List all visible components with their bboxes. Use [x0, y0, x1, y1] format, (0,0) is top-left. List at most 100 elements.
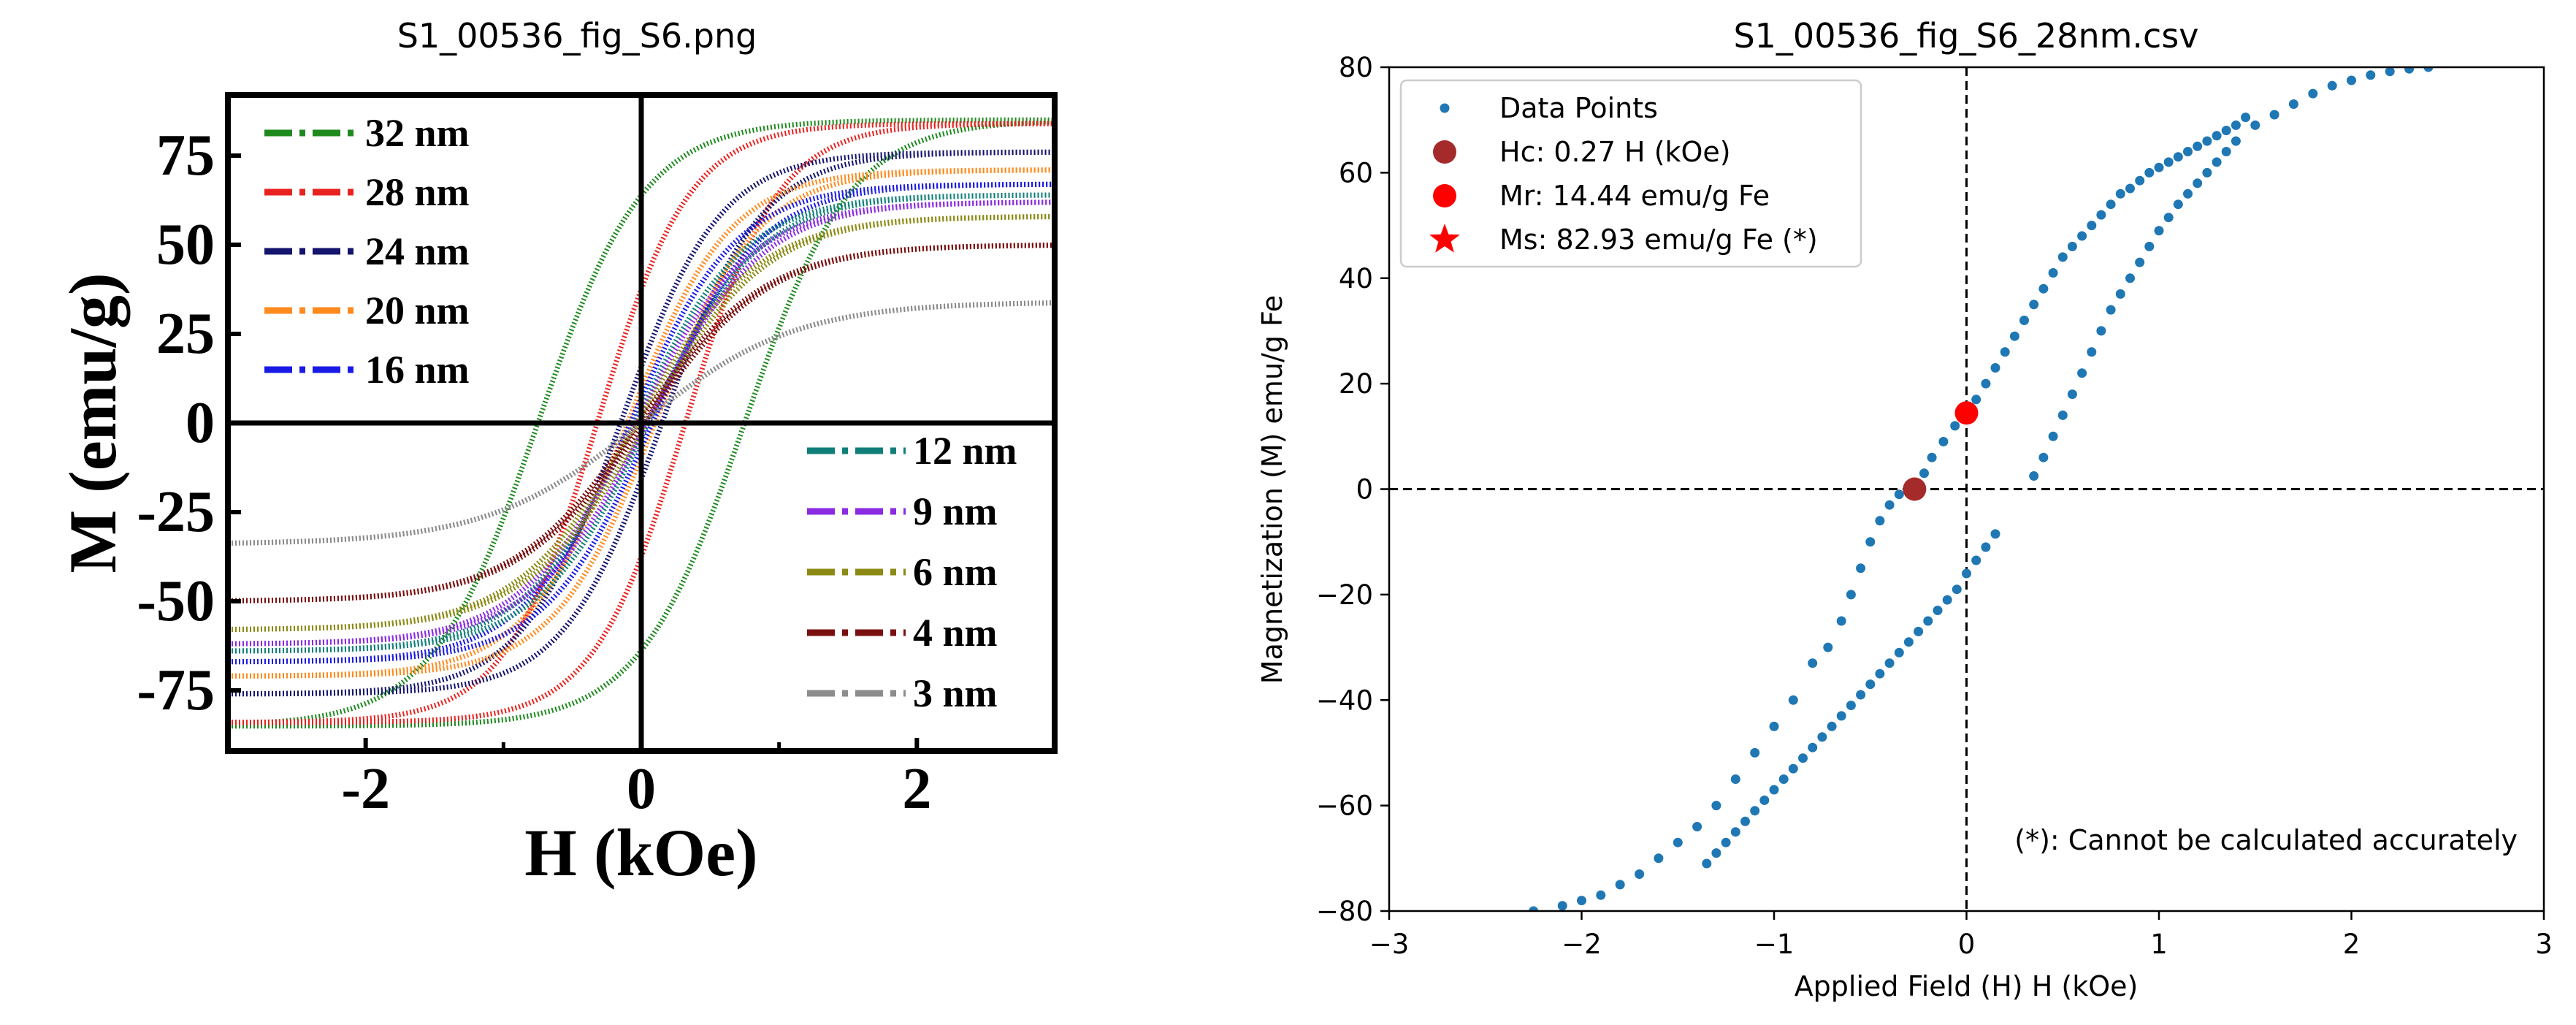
data-point	[2193, 178, 2203, 188]
right-legend-label: Data Points	[1499, 92, 1658, 124]
data-point	[1750, 806, 1760, 816]
right-y-axis-label: Magnetization (M) emu/g Fe	[1256, 295, 1288, 684]
data-point	[2269, 110, 2279, 120]
data-point	[2212, 157, 2222, 167]
left-series-upper-branch	[228, 117, 1055, 727]
left-legend-label: 24 nm	[365, 229, 470, 273]
data-point	[2183, 147, 2193, 156]
data-point	[2038, 452, 2049, 462]
left-y-axis-label: M (emu/g)	[56, 273, 130, 573]
data-point	[2231, 136, 2241, 146]
data-point	[2048, 431, 2058, 441]
right-y-tick-label: 40	[1339, 263, 1373, 294]
data-point	[1529, 906, 1539, 911]
data-point	[2135, 257, 2145, 267]
left-legend: 32 nm 28 nm 24 nm 20 nm 16 nm 12 nm 9 nm 6 nm 4 …	[264, 111, 1017, 715]
data-point	[1865, 537, 1876, 547]
data-point	[1788, 763, 1798, 774]
data-point	[1836, 711, 1846, 721]
data-point	[1938, 437, 1949, 446]
right-legend-marker-star	[1429, 224, 1460, 253]
left-y-tick-label: 0	[186, 391, 215, 455]
data-point	[1711, 848, 1721, 858]
data-point	[2202, 167, 2212, 178]
data-point	[2106, 305, 2116, 315]
data-point	[2000, 347, 2010, 357]
data-point	[1673, 837, 1683, 847]
data-point	[2019, 316, 2029, 325]
data-point	[2250, 120, 2260, 130]
data-point	[1778, 774, 1789, 784]
data-point	[1971, 555, 1981, 565]
right-zero-guides	[1389, 67, 2544, 911]
data-point	[2183, 188, 2193, 199]
right-legend-label: Hc: 0.27 H (kOe)	[1499, 136, 1731, 168]
data-point	[1730, 827, 1740, 837]
right-x-tick-label: −1	[1754, 929, 1795, 960]
data-point	[2154, 162, 2164, 172]
data-point	[2241, 113, 2251, 123]
left-legend-entry: 4 nm	[807, 611, 998, 655]
data-point	[2163, 213, 2174, 223]
left-y-tick-label: -75	[137, 658, 215, 723]
left-x-tick-label: 2	[902, 757, 931, 821]
right-y-tick-label: 0	[1356, 474, 1373, 506]
left-x-tick-label: -2	[341, 757, 390, 821]
data-point	[2057, 410, 2068, 420]
data-point	[1875, 516, 1885, 526]
right-ticks: −3 −2 −1 0 1 2 3 −80 −60 −40 −20 0 20 40 60 80	[1316, 52, 2553, 960]
left-legend-label: 12 nm	[913, 429, 1017, 473]
right-legend-entry: Data Points	[1440, 92, 1658, 124]
data-point	[1721, 837, 1731, 847]
left-y-tick-label: -50	[137, 569, 215, 633]
data-point	[1702, 858, 1712, 869]
data-point	[1942, 595, 1952, 605]
left-legend-entry: 9 nm	[807, 489, 998, 533]
data-point	[1740, 816, 1750, 826]
data-point	[2173, 152, 2183, 162]
left-legend-label: 9 nm	[913, 489, 998, 533]
data-point	[2144, 241, 2155, 251]
left-legend-entry: 16 nm	[264, 348, 470, 392]
right-x-tick-label: −2	[1562, 929, 1602, 960]
data-point	[1933, 606, 1943, 615]
left-legend-label: 16 nm	[365, 348, 470, 392]
data-point	[2029, 300, 2039, 310]
data-point	[1808, 742, 1818, 752]
right-x-tick-label: 3	[2535, 929, 2553, 960]
data-point	[1990, 363, 2000, 373]
right-legend: Data Points Hc: 0.27 H (kOe) Mr: 14.44 emu…	[1399, 79, 1862, 268]
data-point	[2096, 326, 2106, 336]
right-highlight-points	[1903, 401, 1979, 501]
left-x-axis-label: H (kOe)	[524, 815, 757, 890]
data-point	[1730, 774, 1740, 784]
data-point	[1919, 468, 1929, 479]
right-y-tick-label: −20	[1316, 579, 1373, 611]
data-point	[2048, 268, 2058, 278]
data-point	[2144, 167, 2155, 178]
left-legend-label: 6 nm	[913, 550, 998, 594]
data-point	[2221, 147, 2231, 156]
right-x-tick-label: 0	[1958, 929, 1976, 960]
data-point	[2067, 389, 2077, 400]
data-point	[1856, 690, 1866, 700]
data-point	[2288, 99, 2298, 109]
left-legend-entry: 20 nm	[264, 289, 470, 332]
data-point	[2077, 231, 2087, 241]
data-point	[2212, 131, 2222, 141]
data-point	[2404, 67, 2415, 74]
highlight-point-hc	[1903, 477, 1927, 501]
left-legend-label: 20 nm	[365, 289, 470, 332]
data-point	[2029, 471, 2039, 481]
right-y-tick-label: −80	[1316, 896, 1373, 927]
right-data-points	[1529, 67, 2434, 911]
data-point	[1557, 901, 1567, 911]
data-point	[2067, 241, 2077, 251]
right-panel-title: S1_00536_fig_S6_28nm.csv	[1733, 16, 2198, 56]
data-point	[1952, 584, 1962, 595]
data-point	[1827, 721, 1837, 731]
data-point	[1846, 701, 1856, 710]
data-point	[1865, 679, 1876, 690]
data-point	[2423, 67, 2434, 72]
